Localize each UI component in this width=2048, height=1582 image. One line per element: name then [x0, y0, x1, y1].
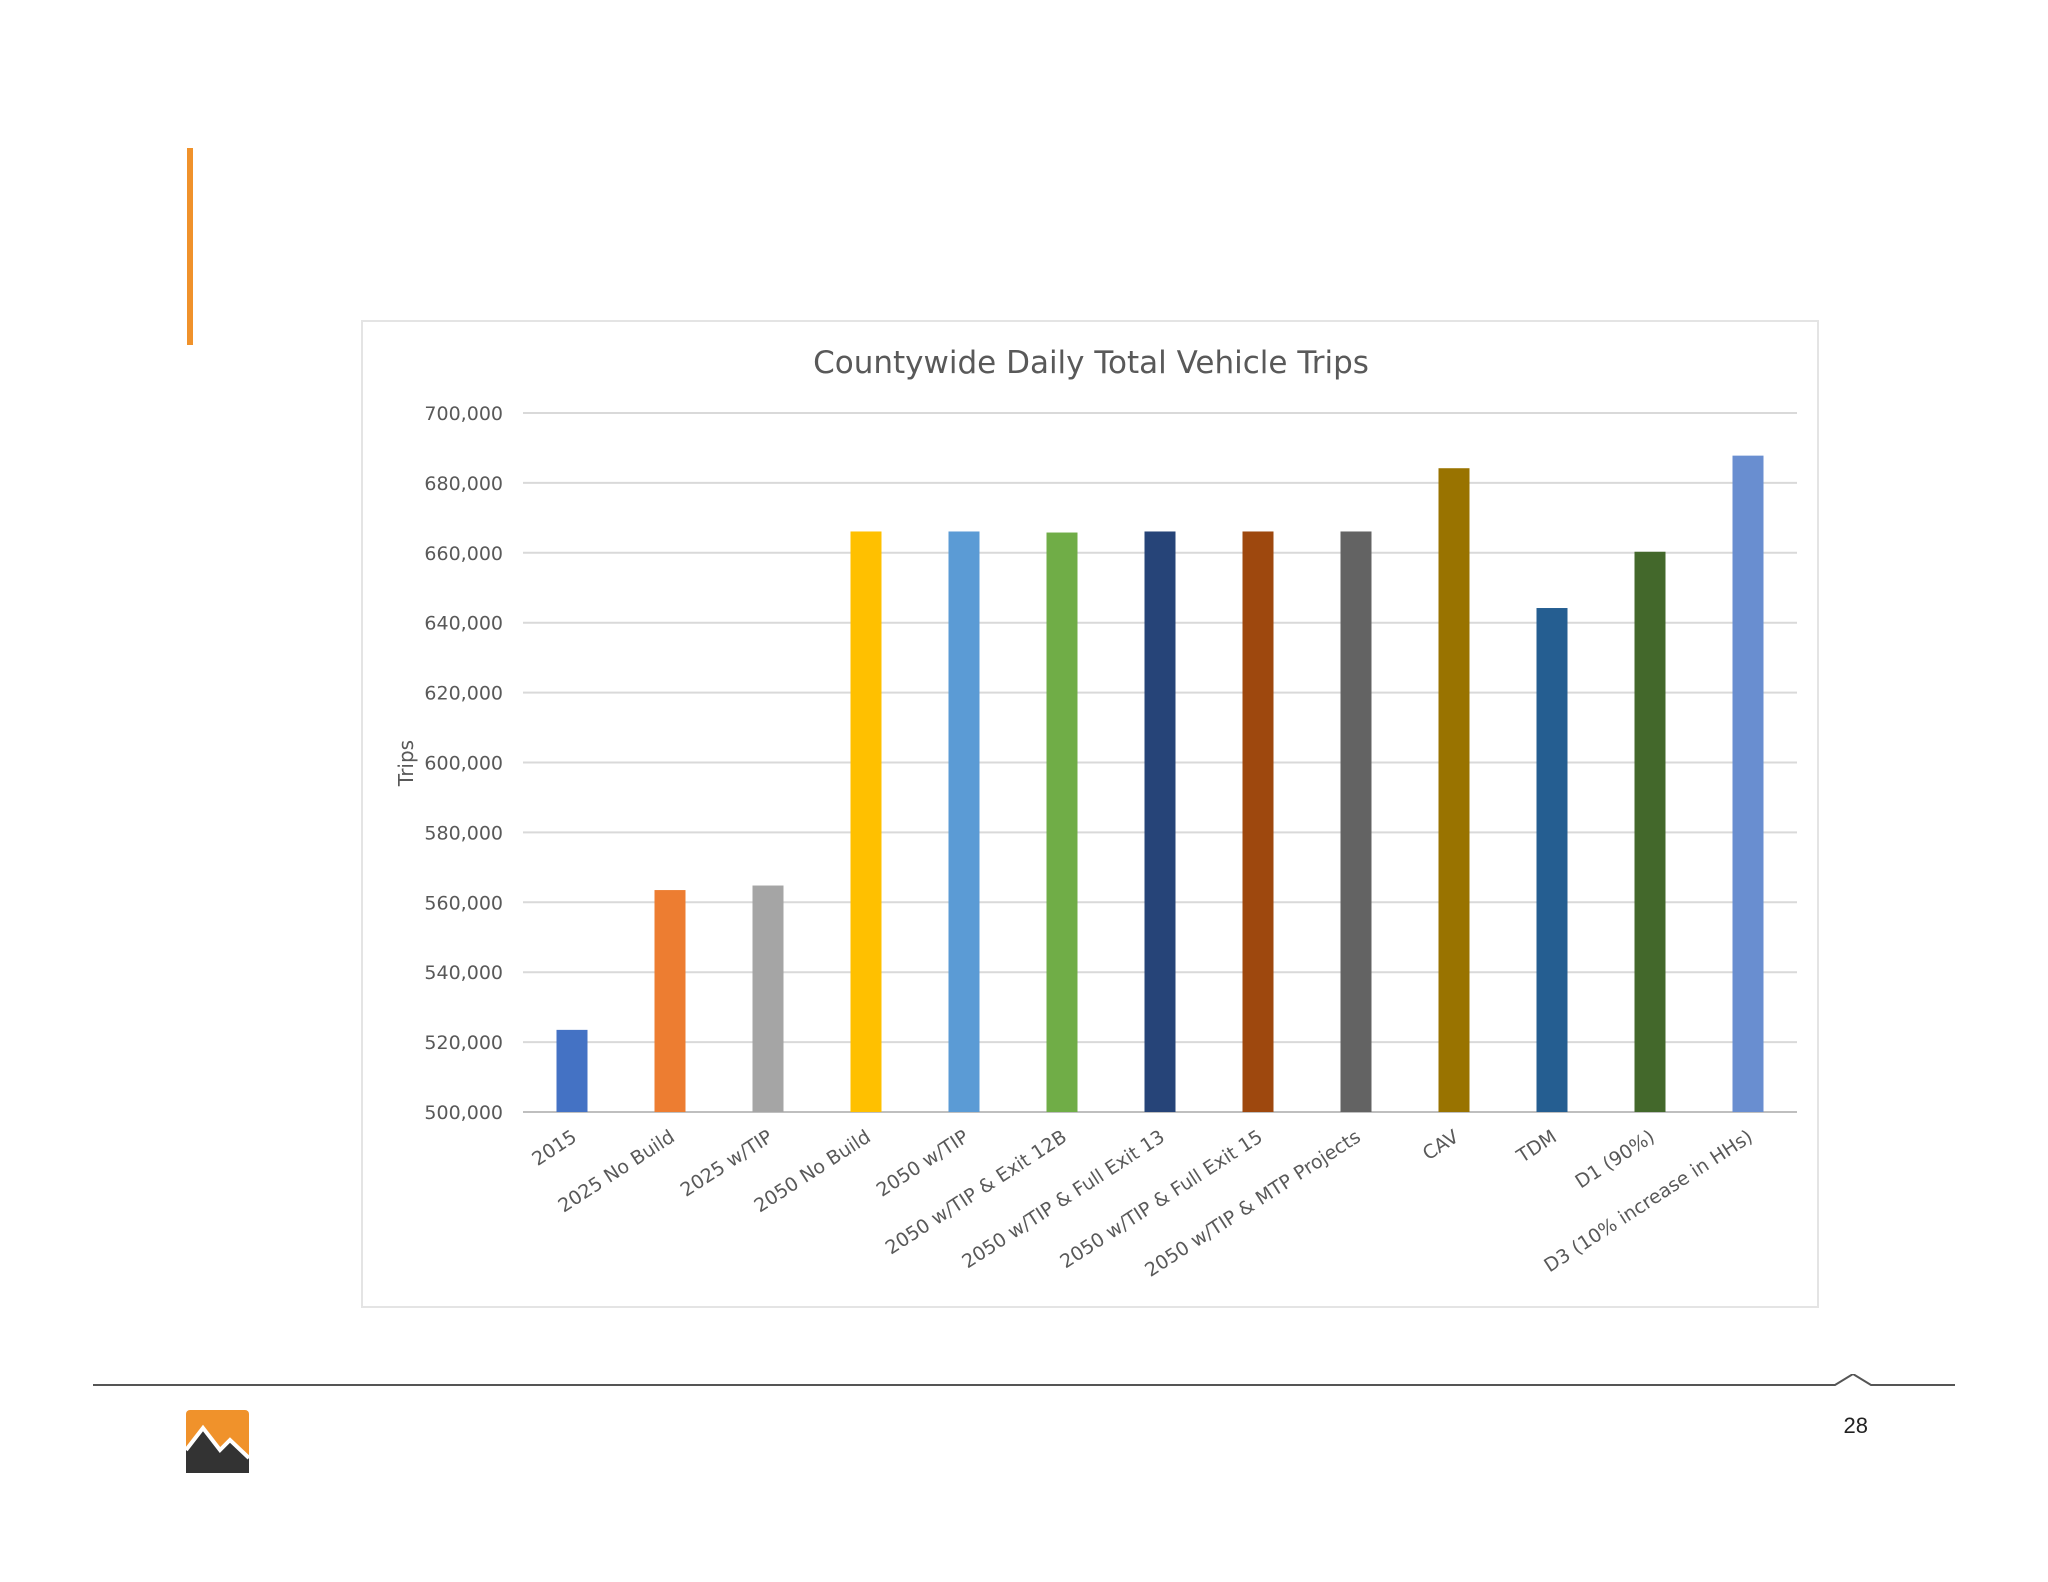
chart-frame: Countywide Daily Total Vehicle Trips Tri…	[361, 320, 1819, 1308]
x-tick-label: 2015	[528, 1126, 581, 1171]
y-tick-label: 700,000	[424, 403, 503, 425]
accent-bar	[187, 148, 193, 345]
bar	[1438, 468, 1470, 1112]
organization-logo	[186, 1410, 249, 1473]
x-tick-label: D1 (90%)	[1571, 1126, 1658, 1193]
chart-title: Countywide Daily Total Vehicle Trips	[813, 345, 1369, 381]
y-tick-label: 540,000	[424, 962, 503, 984]
y-tick-label: 620,000	[424, 683, 503, 705]
bar	[850, 531, 882, 1112]
bar	[1144, 531, 1176, 1112]
bar	[556, 1029, 588, 1112]
y-tick-label: 640,000	[424, 613, 503, 635]
footer-divider	[93, 1374, 1955, 1386]
x-tick-label: 2050 w/TIP	[873, 1126, 973, 1202]
y-tick-label: 560,000	[424, 892, 503, 914]
bar	[1340, 531, 1372, 1112]
y-tick-label: 500,000	[424, 1102, 503, 1124]
y-tick-label: 520,000	[424, 1032, 503, 1054]
bars	[556, 455, 1764, 1112]
bar	[752, 885, 784, 1112]
bar	[654, 890, 686, 1112]
bar	[1046, 532, 1078, 1112]
y-tick-label: 600,000	[424, 753, 503, 775]
x-tick-label: TDM	[1512, 1126, 1561, 1168]
bar	[948, 531, 980, 1112]
x-tick-label: 2050 w/TIP & Exit 12B	[882, 1126, 1071, 1259]
x-tick-label: 2025 w/TIP	[677, 1126, 777, 1202]
x-tick-label: CAV	[1419, 1126, 1463, 1165]
y-tick-label: 660,000	[424, 543, 503, 565]
y-tick-label: 580,000	[424, 822, 503, 844]
page-number: 28	[1843, 1413, 1868, 1438]
y-axis-ticks: 500,000 520,000 540,000 560,000 580,000 600,0…	[424, 403, 503, 1124]
bar-chart: Countywide Daily Total Vehicle Trips Tri…	[394, 345, 1797, 1282]
y-tick-label: 680,000	[424, 473, 503, 495]
y-axis-label: Trips	[394, 740, 418, 787]
bar	[1732, 455, 1764, 1112]
bar	[1634, 551, 1666, 1112]
bar	[1242, 531, 1274, 1112]
bar	[1536, 608, 1568, 1112]
